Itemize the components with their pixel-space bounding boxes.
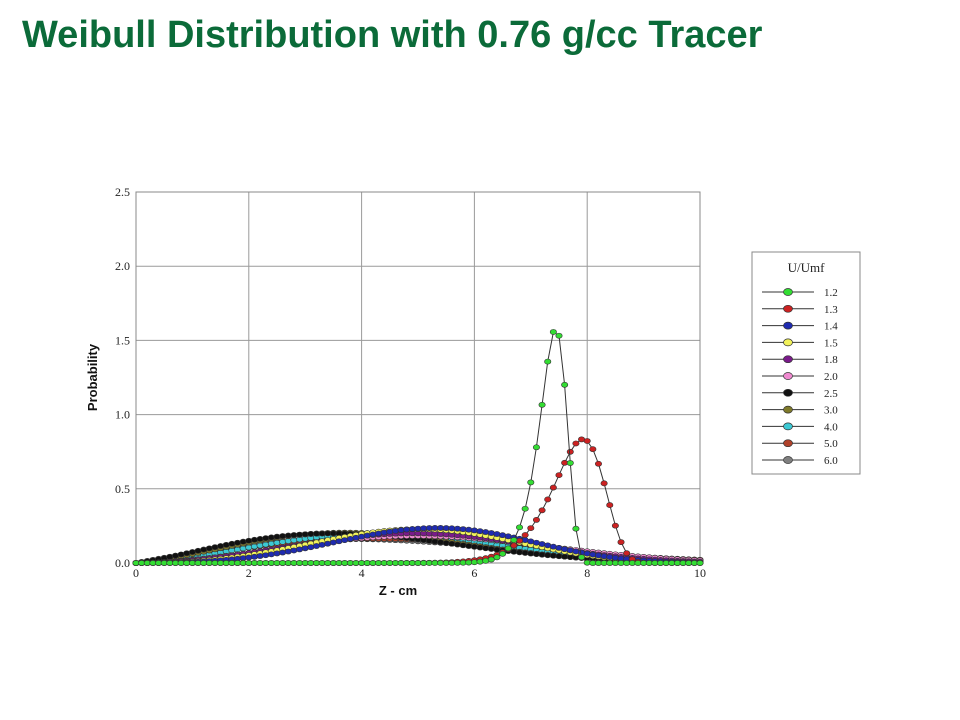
legend-marker — [783, 321, 793, 330]
x-tick-label: 0 — [133, 566, 139, 580]
data-point — [594, 460, 602, 467]
legend-label: 1.3 — [824, 304, 838, 316]
legend-item: 2.0 — [762, 371, 838, 383]
data-point — [521, 532, 529, 538]
data-point — [696, 560, 704, 566]
legend-marker — [783, 288, 793, 296]
legend-label: 1.5 — [824, 337, 838, 349]
legend-item: 1.3 — [762, 304, 838, 316]
data-point — [527, 479, 535, 486]
legend-title: U/Umf — [788, 260, 826, 275]
data-point — [549, 484, 557, 491]
chart-grid — [135, 191, 701, 564]
data-point — [611, 522, 619, 529]
data-point — [572, 525, 580, 532]
legend-item: 5.0 — [762, 438, 838, 450]
x-tick-label: 8 — [584, 566, 590, 580]
legend-marker — [783, 388, 793, 397]
data-point — [549, 329, 557, 335]
plot-frame — [135, 191, 701, 564]
data-point — [510, 537, 518, 543]
data-point — [499, 550, 507, 557]
legend-label: 2.0 — [824, 371, 838, 383]
legend-label: 5.0 — [824, 438, 838, 450]
legend-item: 1.4 — [762, 321, 838, 333]
legend-label: 2.5 — [824, 388, 838, 400]
legend-item: 1.5 — [762, 337, 838, 349]
legend-marker — [783, 372, 793, 380]
legend-label: 6.0 — [824, 455, 838, 467]
data-point — [566, 460, 574, 466]
data-point — [617, 539, 625, 546]
legend-marker — [783, 338, 793, 347]
series-layer — [132, 329, 704, 566]
legend-marker — [783, 304, 793, 313]
legend-label: 1.8 — [824, 354, 838, 366]
y-tick-label: 1.0 — [115, 408, 130, 422]
legend-marker — [783, 422, 793, 431]
legend-item: 4.0 — [762, 421, 838, 433]
y-tick-label: 2.5 — [115, 185, 130, 199]
data-point — [589, 551, 597, 558]
legend-label: 4.0 — [824, 421, 838, 433]
data-point — [538, 507, 546, 514]
legend-item: 2.5 — [762, 388, 838, 400]
data-point — [493, 554, 501, 561]
data-point — [516, 524, 524, 531]
slide-title: Weibull Distribution with 0.76 g/cc Trac… — [22, 14, 763, 56]
data-point — [521, 505, 529, 512]
y-tick-label: 0.5 — [115, 482, 130, 496]
legend-label: 3.0 — [824, 405, 838, 417]
legend-marker — [783, 439, 793, 448]
legend-item: 1.2 — [762, 287, 838, 299]
data-point — [544, 358, 552, 365]
legend: U/Umf 1.2 1.3 1.4 1.5 1.8 2.0 2.5 3.0 4.0 5.0 6.0 — [751, 251, 861, 475]
data-point — [267, 551, 275, 558]
data-point — [532, 444, 540, 451]
data-point — [578, 554, 586, 561]
data-point — [532, 516, 540, 523]
x-tick-label: 4 — [359, 566, 365, 580]
data-point — [544, 496, 552, 503]
data-point — [245, 537, 253, 544]
data-point — [555, 332, 563, 339]
legend-marker — [783, 456, 793, 464]
x-axis-label: Z - cm — [379, 583, 417, 598]
data-point — [606, 502, 614, 508]
y-tick-label: 1.5 — [115, 333, 130, 347]
tick-labels: 0 2 4 6 8 10 0.0 0.5 1.0 1.5 2.0 2.5 — [115, 185, 706, 580]
data-point — [561, 381, 569, 388]
legend-box — [751, 251, 861, 475]
data-point — [589, 446, 597, 453]
data-point — [600, 480, 608, 487]
data-point — [538, 401, 546, 408]
legend-item: 6.0 — [762, 455, 838, 467]
y-tick-label: 0.0 — [115, 556, 130, 570]
data-point — [527, 525, 535, 532]
data-point — [572, 440, 580, 447]
y-tick-label: 2.0 — [115, 259, 130, 273]
legend-marker — [783, 355, 793, 364]
series-1-2 — [132, 329, 704, 566]
data-point — [267, 540, 275, 547]
x-tick-label: 6 — [471, 566, 477, 580]
legend-item: 3.0 — [762, 405, 838, 417]
data-point — [566, 448, 574, 455]
legend-label: 1.4 — [824, 321, 838, 333]
legend-item: 1.8 — [762, 354, 838, 366]
x-tick-label: 2 — [246, 566, 252, 580]
data-point — [623, 550, 631, 557]
legend-marker — [783, 405, 793, 414]
data-point — [504, 545, 512, 552]
x-tick-label: 10 — [694, 566, 706, 580]
data-point — [555, 472, 563, 479]
y-axis-label: Probability — [85, 343, 100, 411]
data-point — [583, 438, 591, 444]
legend-label: 1.2 — [824, 287, 838, 299]
